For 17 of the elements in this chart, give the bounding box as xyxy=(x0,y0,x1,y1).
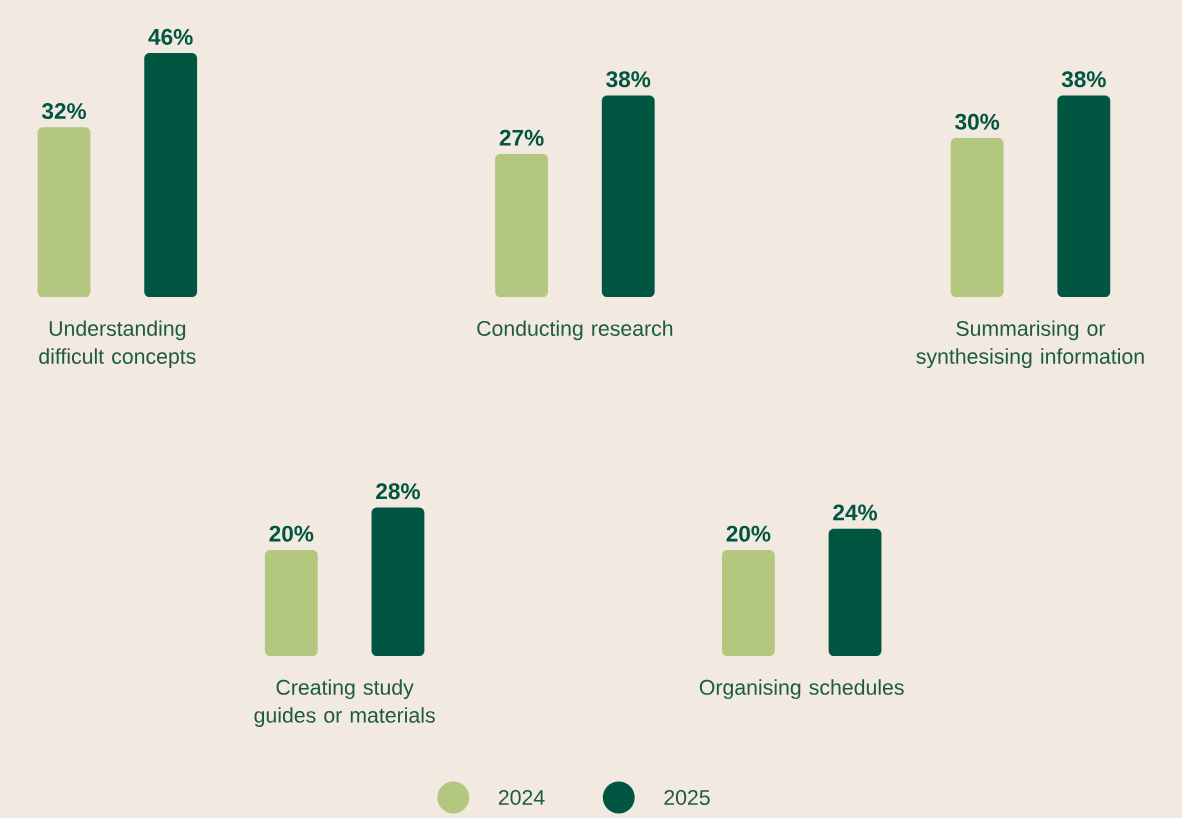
x-tick-label: Conducting research xyxy=(477,320,673,340)
data-label: 24% xyxy=(833,504,878,521)
x-tick-label: Organising schedules xyxy=(699,679,904,699)
data-label: 20% xyxy=(269,525,314,542)
x-tick-label: Understanding difficult concepts xyxy=(39,320,196,368)
data-label: 38% xyxy=(606,71,651,88)
data-label: 27% xyxy=(499,129,544,146)
data-label: 28% xyxy=(376,483,420,500)
data-label: 46% xyxy=(148,28,193,45)
data-label: 38% xyxy=(1061,71,1106,88)
legend-label: 2025 xyxy=(664,789,710,805)
data-label: 30% xyxy=(955,113,1000,130)
legend-label: 2024 xyxy=(498,789,545,805)
data-label: 20% xyxy=(726,525,771,542)
x-tick-label: Summarising or synthesising information xyxy=(916,320,1144,368)
x-tick-label: Creating study guides or materials xyxy=(254,679,435,727)
data-label: 32% xyxy=(41,102,87,119)
